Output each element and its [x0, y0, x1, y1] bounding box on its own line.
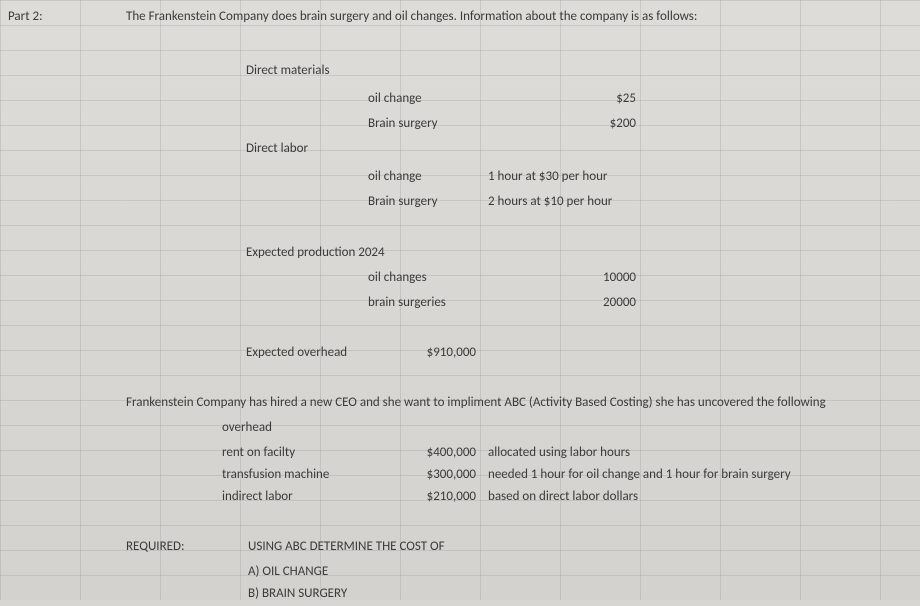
direct-materials-header: Direct materials	[242, 58, 334, 83]
dl-oil-value: 1 hour at $30 per hour	[484, 164, 611, 189]
dl-oil-label: oil change	[364, 164, 426, 189]
dm-oil-label: oil change	[364, 86, 426, 111]
ep-brain-value: 20000	[560, 290, 640, 315]
indirect-value: $210,000	[400, 484, 480, 509]
required-line: USING ABC DETERMINE THE COST OF	[244, 534, 449, 559]
dl-brain-value: 2 hours at $10 per hour	[484, 189, 616, 214]
ep-oil-value: 10000	[560, 265, 640, 290]
direct-labor-header: Direct labor	[242, 136, 312, 161]
part-label: Part 2:	[4, 4, 47, 29]
dl-brain-label: Brain surgery	[364, 189, 442, 214]
indirect-label: indirect labor	[218, 484, 297, 509]
dm-brain-label: Brain surgery	[364, 111, 442, 136]
expected-overhead-value: $910,000	[400, 340, 480, 365]
spreadsheet: Part 2: The Frankenstein Company does br…	[0, 0, 920, 600]
dm-oil-value: $25	[560, 86, 640, 111]
abc-intro: Frankenstein Company has hired a new CEO…	[122, 390, 912, 415]
ep-oil-label: oil changes	[364, 265, 431, 290]
expected-overhead-header: Expected overhead	[242, 340, 351, 365]
dm-brain-value: $200	[560, 111, 640, 136]
overhead-header: overhead	[218, 415, 276, 440]
indirect-note: based on direct labor dollars	[484, 484, 642, 509]
expected-production-header: Expected production 2024	[242, 240, 389, 265]
ep-brain-label: brain surgeries	[364, 290, 450, 315]
required-b: B) BRAIN SURGERY	[244, 581, 351, 606]
required-label: REQUIRED:	[122, 534, 188, 559]
intro-text: The Frankenstein Company does brain surg…	[122, 4, 701, 29]
